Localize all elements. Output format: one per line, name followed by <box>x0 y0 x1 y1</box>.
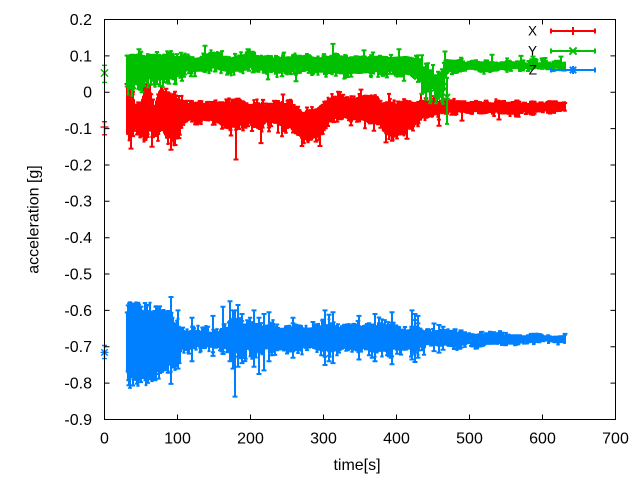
svg-text:-0.6: -0.6 <box>64 303 92 320</box>
svg-text:Z: Z <box>529 63 537 78</box>
svg-text:-0.8: -0.8 <box>64 376 92 393</box>
svg-text:-0.1: -0.1 <box>64 121 92 138</box>
svg-text:0: 0 <box>100 431 109 448</box>
svg-text:X: X <box>528 24 537 39</box>
svg-text:Y: Y <box>528 44 537 59</box>
svg-text:200: 200 <box>237 431 264 448</box>
svg-text:0: 0 <box>83 85 92 102</box>
svg-text:time[s]: time[s] <box>333 457 380 474</box>
svg-text:-0.5: -0.5 <box>64 266 92 283</box>
svg-text:0.2: 0.2 <box>70 12 92 29</box>
svg-text:acceleration [g]: acceleration [g] <box>26 165 43 274</box>
svg-text:-0.3: -0.3 <box>64 194 92 211</box>
svg-text:0.1: 0.1 <box>70 48 92 65</box>
svg-text:400: 400 <box>383 431 410 448</box>
svg-text:700: 700 <box>602 431 629 448</box>
svg-text:-0.7: -0.7 <box>64 339 92 356</box>
svg-text:100: 100 <box>164 431 191 448</box>
svg-text:500: 500 <box>456 431 483 448</box>
svg-text:600: 600 <box>529 431 556 448</box>
svg-text:-0.9: -0.9 <box>64 412 92 429</box>
svg-text:-0.2: -0.2 <box>64 157 92 174</box>
svg-text:-0.4: -0.4 <box>64 230 92 247</box>
svg-text:300: 300 <box>310 431 337 448</box>
